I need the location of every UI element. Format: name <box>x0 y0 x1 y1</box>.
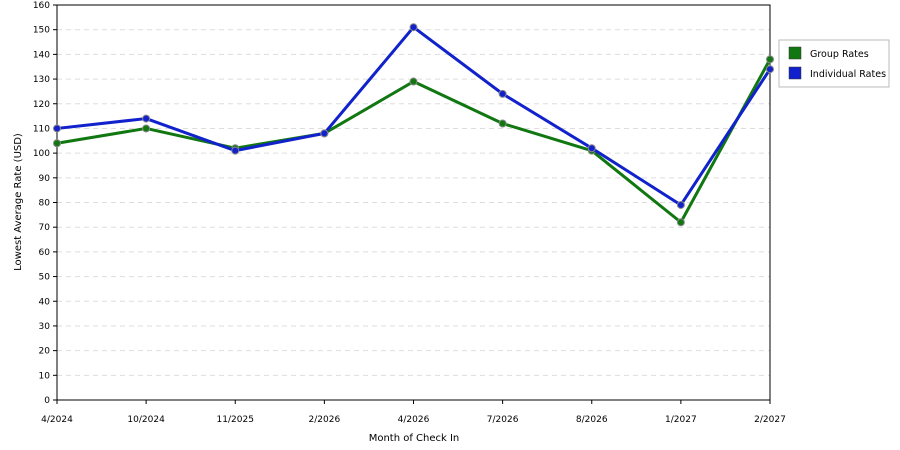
x-tick-label: 2/2027 <box>754 415 786 425</box>
legend-swatch-group-rates <box>788 46 802 60</box>
data-point-group-rates <box>409 77 418 86</box>
y-tick-label: 70 <box>39 223 51 233</box>
x-axis-title: Month of Check In <box>369 433 460 444</box>
y-tick-label: 130 <box>33 75 50 85</box>
y-tick-label: 150 <box>33 26 50 36</box>
legend-label-group-rates: Group Rates <box>810 49 869 60</box>
data-point-individual-rates <box>587 144 596 153</box>
y-tick-label: 160 <box>33 1 50 11</box>
y-tick-label: 40 <box>39 297 51 307</box>
data-point-individual-rates <box>53 124 61 133</box>
x-tick-label: 7/2026 <box>487 415 519 425</box>
y-tick-label: 30 <box>39 322 51 332</box>
y-tick-label: 80 <box>39 199 51 209</box>
y-tick-label: 140 <box>33 50 50 60</box>
data-point-group-rates <box>766 55 774 64</box>
y-tick-label: 110 <box>33 124 50 134</box>
data-point-individual-rates <box>142 114 151 123</box>
data-point-group-rates <box>676 218 685 227</box>
y-tick-label: 120 <box>33 100 50 110</box>
legend: Group Rates Individual Rates <box>778 39 890 88</box>
y-tick-label: 0 <box>44 396 50 406</box>
data-point-group-rates <box>498 119 507 128</box>
y-tick-label: 90 <box>39 174 51 184</box>
x-tick-label: 4/2024 <box>41 415 73 425</box>
x-tick-label: 10/2024 <box>127 415 165 425</box>
data-point-individual-rates <box>766 65 774 74</box>
y-tick-label: 50 <box>39 273 51 283</box>
data-point-individual-rates <box>498 89 507 98</box>
legend-swatch-individual-rates <box>788 66 802 80</box>
y-tick-label: 60 <box>39 248 51 258</box>
data-point-individual-rates <box>320 129 329 138</box>
grid-lines <box>57 29 770 376</box>
y-tick-label: 100 <box>33 149 50 159</box>
y-axis-title: Lowest Average Rate (USD) <box>13 133 24 271</box>
x-tick-label: 11/2025 <box>217 415 254 425</box>
legend-label-individual-rates: Individual Rates <box>810 69 886 80</box>
data-point-group-rates <box>142 124 151 133</box>
x-tick-label: 1/2027 <box>665 415 697 425</box>
axes: 0 10 20 30 40 50 60 70 80 90 100 110 120 130 140 150 160… <box>33 1 786 425</box>
y-tick-label: 10 <box>39 371 51 381</box>
data-point-individual-rates <box>409 23 418 32</box>
x-tick-label: 2/2026 <box>309 415 341 425</box>
data-point-individual-rates <box>676 200 685 209</box>
data-point-group-rates <box>53 139 61 148</box>
x-tick-label: 8/2026 <box>576 415 608 425</box>
y-tick-label: 20 <box>39 347 51 357</box>
series-lines <box>53 23 774 227</box>
data-point-individual-rates <box>231 146 240 155</box>
x-tick-label: 4/2026 <box>398 415 430 425</box>
